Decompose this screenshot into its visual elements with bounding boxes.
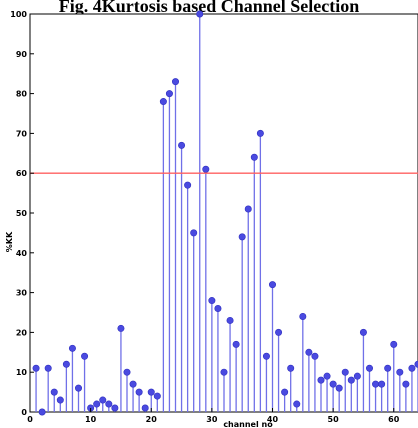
stem-marker — [384, 365, 390, 371]
stem-marker — [342, 369, 348, 375]
stem-marker — [281, 389, 287, 395]
stem-marker — [184, 182, 190, 188]
stem-marker — [166, 90, 172, 96]
stem-marker — [300, 313, 306, 319]
stem-marker — [269, 281, 275, 287]
stem-marker — [172, 78, 178, 84]
stem-marker — [45, 365, 51, 371]
stem-marker — [336, 385, 342, 391]
y-tick-label: 50 — [16, 209, 28, 218]
stem-marker — [318, 377, 324, 383]
stem-marker — [403, 381, 409, 387]
stem-marker — [348, 377, 354, 383]
y-tick-label: 70 — [16, 129, 28, 138]
y-tick-label: 10 — [16, 368, 28, 377]
y-tick-label: 20 — [16, 328, 28, 337]
stem-marker — [39, 409, 45, 415]
stem-marker — [397, 369, 403, 375]
stem-marker — [33, 365, 39, 371]
stem-marker — [227, 317, 233, 323]
stem-marker — [203, 166, 209, 172]
stem-marker — [409, 365, 415, 371]
stem-marker — [197, 11, 203, 17]
stem-marker — [263, 353, 269, 359]
stem-marker — [130, 381, 136, 387]
stem-marker — [51, 389, 57, 395]
stem-marker — [57, 397, 63, 403]
stem-marker — [178, 142, 184, 148]
stem-marker — [239, 234, 245, 240]
stem-marker — [106, 401, 112, 407]
stem-marker — [287, 365, 293, 371]
stem-marker — [330, 381, 336, 387]
x-tick-label: 10 — [85, 415, 97, 424]
stem-marker — [118, 325, 124, 331]
stem-marker — [372, 381, 378, 387]
stem-marker — [245, 206, 251, 212]
y-tick-label: 90 — [16, 50, 28, 59]
stem-marker — [233, 341, 239, 347]
stem-marker — [360, 329, 366, 335]
stem-marker — [257, 130, 263, 136]
x-tick-label: 50 — [328, 415, 340, 424]
stem-marker — [294, 401, 300, 407]
stem-marker — [324, 373, 330, 379]
stem-marker — [63, 361, 69, 367]
stem-marker — [312, 353, 318, 359]
stem-marker — [378, 381, 384, 387]
stem-marker — [354, 373, 360, 379]
stem-marker — [142, 405, 148, 411]
stem-marker — [148, 389, 154, 395]
y-tick-label: 100 — [10, 10, 27, 19]
y-tick-label: 80 — [16, 90, 28, 99]
stem-marker — [69, 345, 75, 351]
stem-marker — [215, 305, 221, 311]
y-tick-label: 40 — [16, 249, 28, 258]
x-tick-label: 20 — [146, 415, 158, 424]
stem-marker — [209, 297, 215, 303]
stem-marker — [136, 389, 142, 395]
stem-marker — [306, 349, 312, 355]
stem-marker — [93, 401, 99, 407]
stem-marker — [275, 329, 281, 335]
stem-marker — [251, 154, 257, 160]
y-tick-label: 30 — [16, 289, 28, 298]
stem-marker — [160, 98, 166, 104]
stem-marker — [100, 397, 106, 403]
y-axis-label: %KK — [5, 231, 14, 252]
x-axis-label: channel no — [223, 420, 273, 428]
stem-marker — [81, 353, 87, 359]
stem-marker — [75, 385, 81, 391]
stem-marker — [391, 341, 397, 347]
x-tick-label: 30 — [206, 415, 218, 424]
stem-marker — [154, 393, 160, 399]
stem-marker — [112, 405, 118, 411]
stem-marker — [221, 369, 227, 375]
stem-marker — [190, 230, 196, 236]
y-tick-label: 60 — [16, 169, 28, 178]
stem-marker — [124, 369, 130, 375]
x-tick-label: 0 — [27, 415, 33, 424]
stem-marker — [366, 365, 372, 371]
plot-area — [30, 14, 418, 412]
x-tick-label: 60 — [388, 415, 400, 424]
